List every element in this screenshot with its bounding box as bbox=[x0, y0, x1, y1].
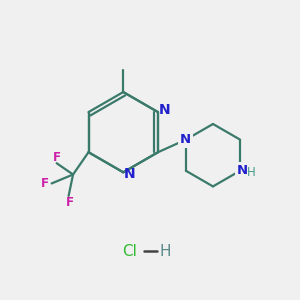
Text: N: N bbox=[237, 164, 248, 177]
Text: H: H bbox=[247, 166, 256, 179]
Text: H: H bbox=[159, 244, 171, 259]
Text: F: F bbox=[53, 152, 61, 164]
Text: Cl: Cl bbox=[122, 244, 136, 259]
Text: N: N bbox=[124, 167, 136, 181]
Text: F: F bbox=[41, 177, 49, 190]
Text: N: N bbox=[180, 133, 191, 146]
Text: F: F bbox=[66, 196, 74, 209]
Text: N: N bbox=[159, 103, 170, 117]
